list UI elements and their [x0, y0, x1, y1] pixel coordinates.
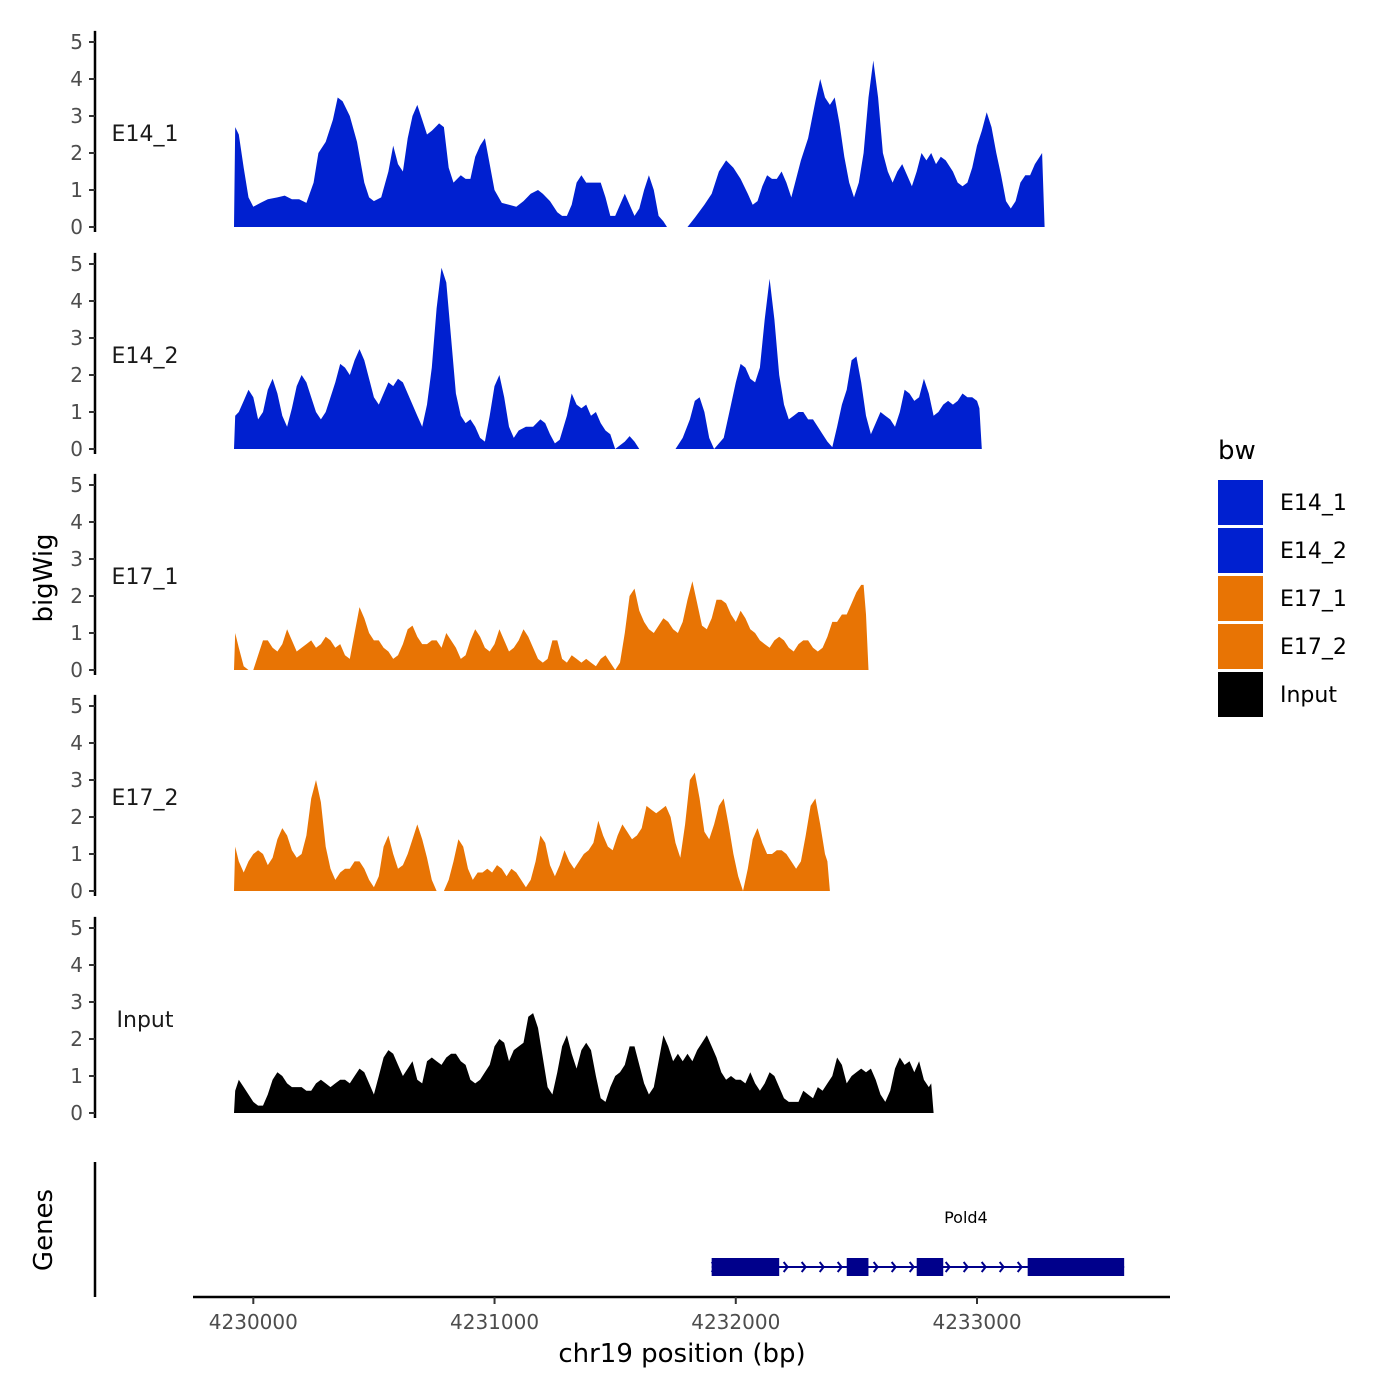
- tracks-layer: 0 1 2 3 4 5 E14_1 0 1 2 3 4 5 E14_2 0 1 2 3 4 5 E17_1 0 1 2 3 4 5 E…: [70, 30, 1045, 1125]
- track-area: [234, 772, 830, 891]
- strand-arrow: [818, 1261, 825, 1273]
- strand-arrow: [908, 1261, 915, 1273]
- strand-arrow: [1016, 1261, 1023, 1273]
- y-tick-label: 4: [70, 953, 83, 977]
- track-label: E17_1: [112, 565, 179, 590]
- x-axis-title: chr19 position (bp): [558, 1339, 805, 1369]
- legend-item-e14-2: E14_2: [1218, 528, 1347, 573]
- legend-label: Input: [1280, 683, 1337, 708]
- legend-swatch: [1218, 480, 1263, 525]
- gene-exon: [916, 1258, 944, 1276]
- track-label: Input: [117, 1008, 174, 1033]
- y-tick-label: 0: [70, 658, 83, 682]
- x-tick-label: 4231000: [450, 1310, 539, 1334]
- y-tick-label: 3: [70, 104, 83, 128]
- y-tick-label: 1: [70, 842, 83, 866]
- strand-arrow: [998, 1261, 1005, 1273]
- y-tick-label: 2: [70, 584, 83, 608]
- y-tick-label: 3: [70, 547, 83, 571]
- y-tick-label: 4: [70, 289, 83, 313]
- legend-item-e17-1: E17_1: [1218, 576, 1347, 621]
- y-tick-label: 2: [70, 1027, 83, 1051]
- legend: bw E14_1 E14_2 E17_1 E17_2 Input: [1218, 436, 1347, 717]
- track-area: [234, 1013, 934, 1113]
- y-tick-label: 3: [70, 768, 83, 792]
- y-tick-label: 2: [70, 363, 83, 387]
- strand-arrow: [872, 1261, 879, 1273]
- strand-arrow: [980, 1261, 987, 1273]
- track-label: E14_1: [112, 122, 179, 147]
- x-axis: 4230000 4231000 4232000 4233000: [193, 1295, 1170, 1334]
- gene-exon: [846, 1258, 869, 1276]
- gene-exon: [711, 1258, 780, 1276]
- y-tick-label: 4: [70, 731, 83, 755]
- gene-exon: [1027, 1258, 1125, 1276]
- track-input: 0 1 2 3 4 5 Input: [70, 916, 934, 1125]
- y-tick-label: 1: [70, 1064, 83, 1088]
- strand-arrow: [800, 1261, 807, 1273]
- track-e17-1: 0 1 2 3 4 5 E17_1: [70, 473, 869, 682]
- legend-swatch: [1218, 576, 1263, 621]
- track-label: E14_2: [112, 344, 179, 369]
- legend-item-e17-2: E17_2: [1218, 624, 1347, 669]
- y-tick-label: 3: [70, 990, 83, 1014]
- y-tick-label: 4: [70, 510, 83, 534]
- strand-arrow: [962, 1261, 969, 1273]
- genes-panel: Pold4: [93, 1162, 1125, 1297]
- y-tick-label: 0: [70, 1101, 83, 1125]
- y-axis-title: bigWig: [29, 533, 59, 622]
- y-tick-label: 0: [70, 215, 83, 239]
- legend-item-input: Input: [1218, 672, 1337, 717]
- track-area: [234, 60, 1045, 227]
- legend-swatch: [1218, 528, 1263, 573]
- y-tick-label: 0: [70, 879, 83, 903]
- track-e14-1: 0 1 2 3 4 5 E14_1: [70, 30, 1045, 239]
- legend-label: E14_2: [1280, 539, 1347, 564]
- y-tick-label: 5: [70, 694, 83, 718]
- legend-item-e14-1: E14_1: [1218, 480, 1347, 525]
- x-tick-label: 4233000: [932, 1310, 1021, 1334]
- y-tick-label: 3: [70, 326, 83, 350]
- legend-label: E14_1: [1280, 491, 1347, 516]
- x-tick-label: 4232000: [691, 1310, 780, 1334]
- y-tick-label: 1: [70, 621, 83, 645]
- y-tick-label: 0: [70, 437, 83, 461]
- y-tick-label: 4: [70, 67, 83, 91]
- strand-arrow: [944, 1261, 951, 1273]
- strand-arrow: [836, 1261, 843, 1273]
- legend-label: E17_1: [1280, 587, 1347, 612]
- genes-axis-title: Genes: [29, 1189, 59, 1271]
- gene-label: Pold4: [944, 1208, 988, 1227]
- strand-arrow: [782, 1261, 789, 1273]
- y-tick-label: 5: [70, 473, 83, 497]
- track-label: E17_2: [112, 786, 179, 811]
- track-area: [234, 267, 982, 449]
- gene-pold4: Pold4: [710, 1208, 1125, 1276]
- y-tick-label: 1: [70, 178, 83, 202]
- y-tick-label: 5: [70, 30, 83, 54]
- legend-label: E17_2: [1280, 635, 1347, 660]
- legend-swatch: [1218, 672, 1263, 717]
- y-tick-label: 5: [70, 916, 83, 940]
- y-tick-label: 1: [70, 400, 83, 424]
- y-tick-label: 2: [70, 805, 83, 829]
- track-area: [234, 581, 869, 670]
- track-e14-2: 0 1 2 3 4 5 E14_2: [70, 252, 982, 461]
- legend-swatch: [1218, 624, 1263, 669]
- x-tick-label: 4230000: [209, 1310, 298, 1334]
- track-e17-2: 0 1 2 3 4 5 E17_2: [70, 694, 830, 903]
- strand-arrow: [890, 1261, 897, 1273]
- y-tick-label: 5: [70, 252, 83, 276]
- legend-title: bw: [1218, 436, 1256, 466]
- y-tick-label: 2: [70, 141, 83, 165]
